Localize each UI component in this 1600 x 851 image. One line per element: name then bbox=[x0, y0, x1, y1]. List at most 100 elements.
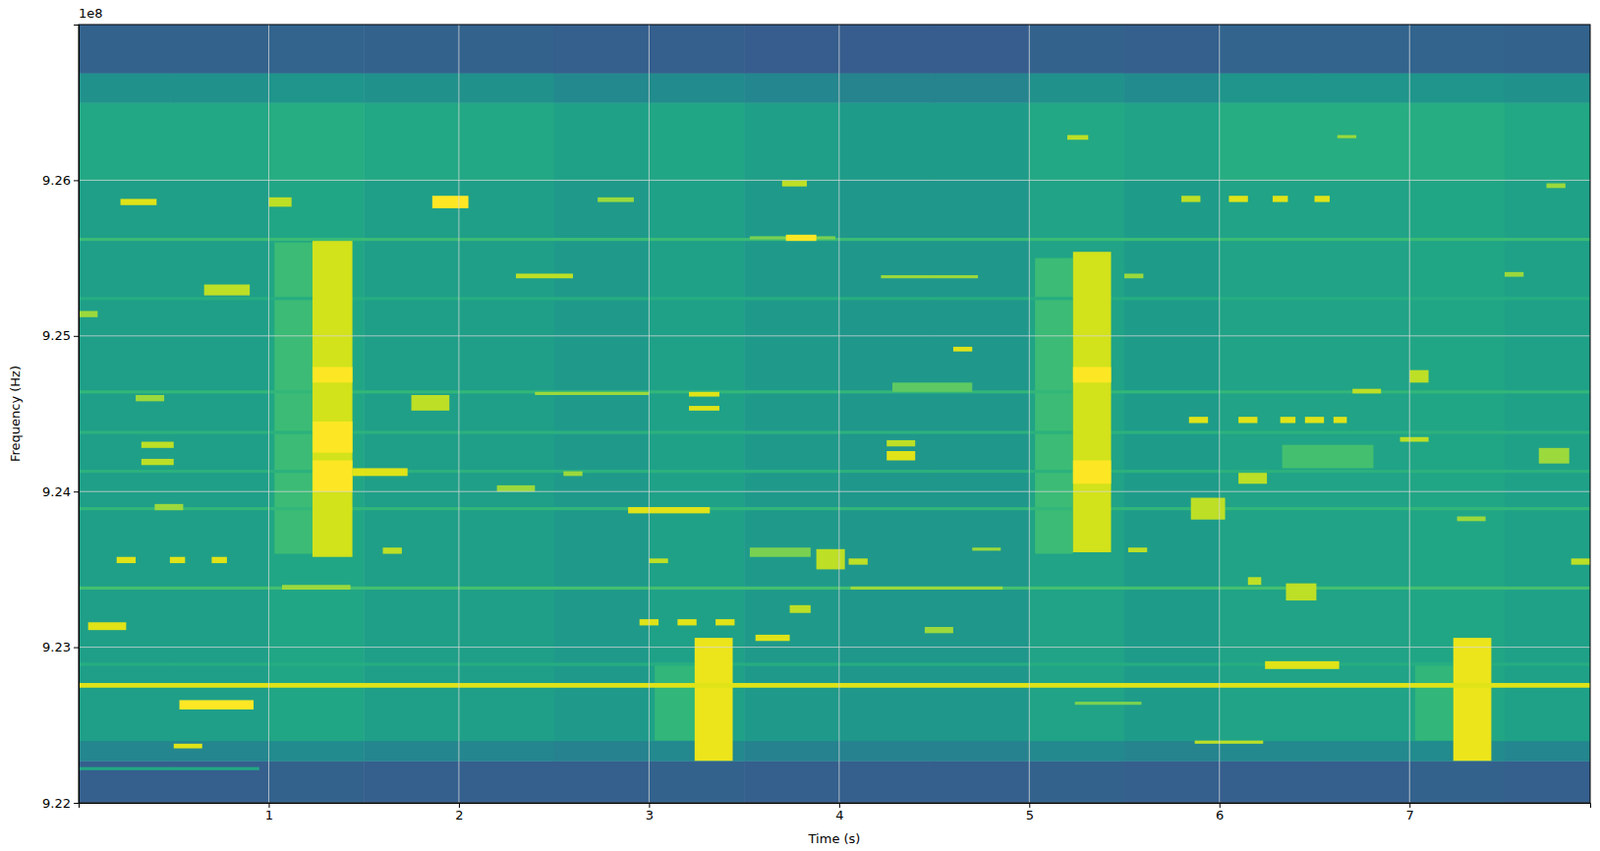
background-cell bbox=[648, 72, 744, 104]
signal bbox=[1067, 134, 1088, 140]
grid-line bbox=[78, 491, 1591, 493]
background-cell bbox=[458, 24, 555, 74]
signal bbox=[154, 504, 183, 511]
background-cell bbox=[554, 179, 650, 742]
background-cell bbox=[173, 179, 270, 742]
tick-label: 3 bbox=[645, 807, 654, 823]
grid-line bbox=[838, 24, 840, 803]
signal bbox=[782, 179, 807, 186]
signal bbox=[78, 296, 1591, 300]
signal bbox=[497, 485, 536, 492]
background-cell bbox=[743, 179, 840, 742]
signal bbox=[892, 382, 972, 393]
background-cell bbox=[1028, 179, 1125, 742]
plot-area: 12345679.229.239.249.259.26 bbox=[42, 24, 1591, 823]
background-cell bbox=[1314, 760, 1410, 803]
background-cell bbox=[934, 179, 1030, 742]
signal bbox=[432, 195, 469, 209]
signal bbox=[141, 442, 174, 449]
signal bbox=[953, 346, 972, 352]
tick-label: 9.25 bbox=[42, 328, 71, 343]
signal bbox=[790, 605, 811, 614]
background-cell bbox=[268, 760, 364, 803]
background-cell bbox=[458, 741, 555, 762]
signal bbox=[1504, 272, 1524, 278]
background-cell bbox=[1504, 24, 1591, 74]
background-cell bbox=[839, 741, 935, 762]
grid-line bbox=[1409, 24, 1411, 803]
background-cell bbox=[934, 102, 1030, 181]
signal bbox=[268, 197, 291, 208]
grid-line bbox=[78, 646, 1591, 648]
signal bbox=[563, 471, 582, 477]
signal bbox=[1073, 460, 1112, 485]
background-cell bbox=[648, 102, 744, 181]
background-cell bbox=[1028, 24, 1125, 74]
signal bbox=[1453, 637, 1492, 761]
background-cell bbox=[743, 741, 840, 762]
signal bbox=[628, 507, 710, 514]
tick-mark bbox=[73, 491, 79, 493]
signal bbox=[648, 558, 668, 564]
background-cell bbox=[839, 24, 935, 74]
tick: 1 bbox=[265, 802, 274, 823]
tick: 9.25 bbox=[42, 328, 79, 343]
signal bbox=[850, 586, 1003, 590]
background-cell bbox=[648, 24, 744, 74]
background-cell bbox=[1219, 102, 1315, 181]
background-cell bbox=[458, 102, 555, 181]
signal bbox=[78, 469, 1591, 473]
signal bbox=[749, 547, 811, 558]
background-cell bbox=[1409, 102, 1505, 181]
background-cell bbox=[458, 72, 555, 104]
signal bbox=[886, 451, 915, 461]
signal bbox=[78, 767, 260, 771]
background-cell bbox=[1124, 72, 1220, 104]
signal bbox=[786, 234, 817, 241]
signal bbox=[1457, 516, 1486, 522]
background-cell bbox=[1028, 72, 1125, 104]
tick: 9.23 bbox=[42, 639, 79, 655]
signal bbox=[411, 395, 451, 411]
signal bbox=[1546, 183, 1566, 189]
background-cell bbox=[839, 102, 935, 181]
signal bbox=[211, 557, 227, 564]
signal bbox=[1124, 273, 1143, 279]
signal bbox=[120, 198, 158, 205]
background-cell bbox=[363, 760, 459, 803]
background-cell bbox=[268, 741, 364, 762]
grid-line bbox=[78, 335, 1591, 337]
background-cell bbox=[839, 72, 935, 104]
background-cell bbox=[554, 741, 650, 762]
background-cell bbox=[1124, 24, 1220, 74]
signal bbox=[1280, 416, 1296, 423]
signal bbox=[1285, 583, 1316, 601]
signal bbox=[1539, 448, 1570, 464]
signal bbox=[1075, 701, 1143, 705]
signal bbox=[715, 619, 735, 626]
tick-label: 4 bbox=[835, 807, 844, 823]
background-cell bbox=[1314, 741, 1410, 762]
signal bbox=[1128, 547, 1147, 553]
tick: 9.24 bbox=[42, 484, 79, 500]
signal bbox=[204, 285, 250, 296]
tick: 5 bbox=[1026, 802, 1034, 823]
signal bbox=[352, 467, 408, 476]
background-cell bbox=[78, 102, 174, 181]
signal bbox=[1073, 251, 1112, 553]
signal bbox=[971, 547, 1001, 551]
background-cells bbox=[78, 24, 1591, 803]
background-cell bbox=[1028, 760, 1125, 803]
background-cell bbox=[363, 24, 459, 74]
background-cell bbox=[1028, 741, 1125, 762]
signal bbox=[849, 558, 868, 565]
signal bbox=[78, 430, 1591, 434]
tick-label: 6 bbox=[1215, 807, 1224, 823]
tick-label: 9.24 bbox=[42, 484, 71, 500]
background-cell bbox=[173, 72, 270, 104]
signal bbox=[677, 619, 696, 626]
tick-label: 9.22 bbox=[42, 796, 71, 811]
signal bbox=[170, 557, 185, 564]
signal bbox=[1248, 576, 1262, 585]
background-cell bbox=[554, 72, 650, 104]
